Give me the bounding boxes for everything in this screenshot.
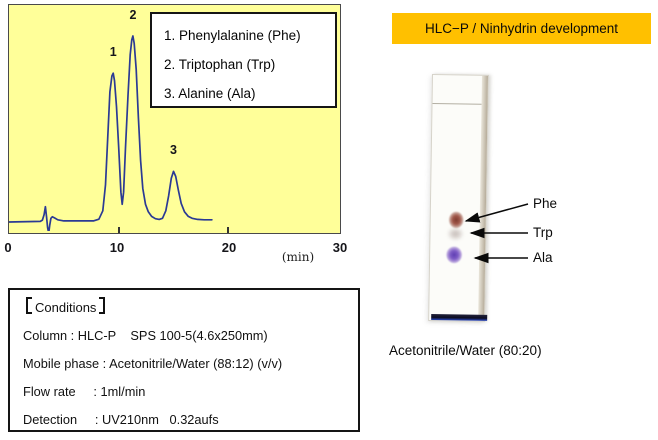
x-tick-label-30: 30 <box>332 240 348 255</box>
conditions-column-line: Column : HLC-P SPS 100-5(4.6x250mm) <box>23 328 268 343</box>
conditions-flow-rate-line: Flow rate : 1ml/min <box>23 384 146 399</box>
left-lenticular-bracket <box>26 297 32 314</box>
spot-annotation-arrows <box>464 203 529 264</box>
peak-number-1: 1 <box>109 45 117 60</box>
legend-item-phe: 1. Phenylalanine (Phe) <box>164 28 301 43</box>
x-axis-unit: (min) <box>281 250 315 264</box>
trp-label: Trp <box>533 225 553 240</box>
phe-label: Phe <box>533 196 558 211</box>
conditions-title: Conditions <box>23 294 358 322</box>
right-lenticular-bracket <box>99 297 106 314</box>
peak-number-3: 3 <box>170 143 177 158</box>
phe-arrow <box>464 203 529 223</box>
chromatogram-legend: 1. Phenylalanine (Phe) 2. Triptophan (Tr… <box>150 12 337 108</box>
legend-item-trp: 2. Triptophan (Trp) <box>164 57 276 72</box>
conditions-title-text: Conditions <box>35 300 97 315</box>
x-tick-10 <box>117 227 120 233</box>
legend-item-ala: 3. Alanine (Ala) <box>164 86 256 101</box>
x-tick-label-20: 20 <box>221 240 237 255</box>
tlc-header-banner: HLC−P / Ninhydrin development <box>392 13 651 44</box>
tlc-caption: Acetonitrile/Water (80:20) <box>389 343 542 358</box>
ala-label: Ala <box>533 250 553 265</box>
x-tick-label-10: 10 <box>109 240 125 255</box>
conditions-detection-line: Detection : UV210nm 0.32aufs <box>23 412 219 427</box>
x-tick-20 <box>227 227 230 233</box>
chromatogram-trace <box>9 35 213 231</box>
peak-number-2: 2 <box>129 8 137 22</box>
conditions-mobile-phase-line: Mobile phase : Acetonitrile/Water (88:12… <box>23 356 283 371</box>
conditions-box: Conditions Column : HLC-P SPS 100-5(4.6x… <box>8 288 360 432</box>
x-tick-label-0: 0 <box>4 240 12 255</box>
